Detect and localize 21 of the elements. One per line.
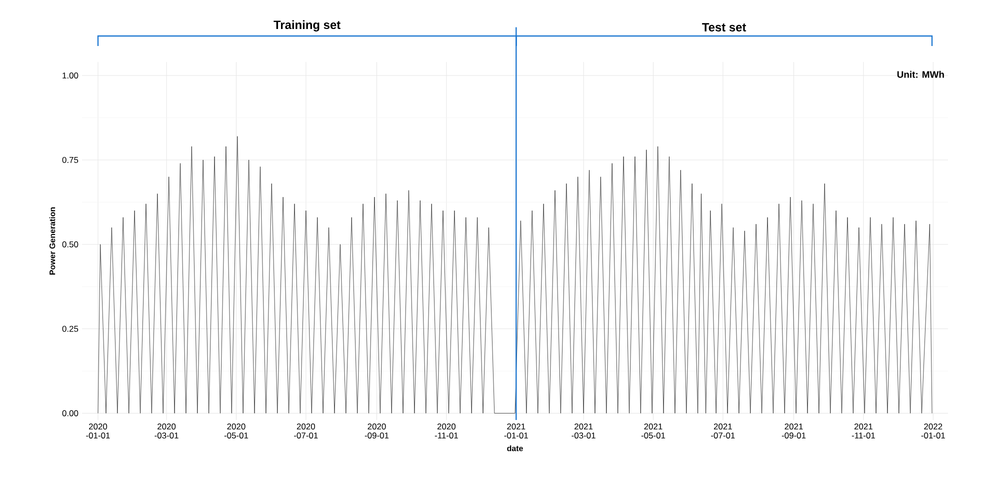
x-tick-label: 2022 -01-01 <box>921 424 945 438</box>
y-tick-label: 0.25 <box>62 326 78 332</box>
x-tick-label: 2021 -03-01 <box>572 424 596 438</box>
text: Training set <box>274 20 340 32</box>
y-tick-label: 1.00 <box>62 72 78 78</box>
x-tick-label: 2021 -07-01 <box>711 424 735 438</box>
x-tick-label: 2020 -07-01 <box>294 424 318 438</box>
x-tick-label: 2021 -01-01 <box>504 424 528 438</box>
x-tick-label: 2021 -11-01 <box>852 424 875 438</box>
x-tick-label: 2020 -05-01 <box>224 424 248 438</box>
y-tick-label: 0.00 <box>62 410 78 416</box>
y-tick-label: 0.75 <box>62 156 78 163</box>
x-tick-label: 2021 -05-01 <box>641 424 666 438</box>
annotation: Unit: MWh <box>897 70 944 78</box>
x-tick-label: 2021 -09-01 <box>782 424 806 438</box>
x-tick-label: 2020 -11-01 <box>434 424 458 438</box>
y-tick-label: 0.50 <box>62 241 78 248</box>
x-tick-label: 2020 -01-01 <box>86 424 110 438</box>
text: Test set <box>702 23 746 32</box>
x-tick-label: 2020 -09-01 <box>364 424 389 438</box>
x-tick-label: 2020 -03-01 <box>154 424 178 438</box>
